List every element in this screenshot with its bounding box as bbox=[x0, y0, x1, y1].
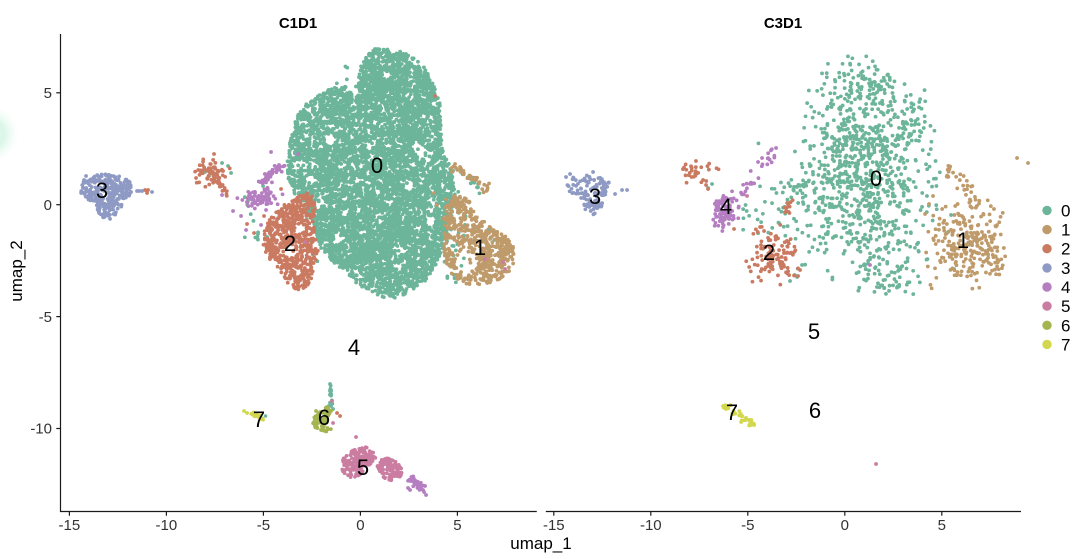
svg-text:6: 6 bbox=[809, 398, 821, 423]
svg-text:5: 5 bbox=[453, 517, 461, 534]
svg-text:4: 4 bbox=[348, 335, 360, 360]
svg-text:umap_2: umap_2 bbox=[7, 240, 26, 301]
svg-text:-10: -10 bbox=[156, 517, 178, 534]
svg-text:3: 3 bbox=[96, 178, 108, 203]
svg-text:4: 4 bbox=[720, 194, 732, 219]
svg-text:5: 5 bbox=[938, 517, 946, 534]
svg-text:7: 7 bbox=[1061, 335, 1070, 354]
svg-text:0: 0 bbox=[1061, 201, 1070, 220]
svg-text:5: 5 bbox=[44, 85, 52, 102]
svg-text:0: 0 bbox=[841, 517, 849, 534]
svg-text:3: 3 bbox=[589, 184, 601, 209]
svg-text:C1D1: C1D1 bbox=[279, 15, 317, 32]
svg-text:-5: -5 bbox=[39, 309, 52, 326]
svg-text:1: 1 bbox=[1061, 221, 1070, 240]
svg-text:-15: -15 bbox=[543, 517, 565, 534]
svg-text:0: 0 bbox=[356, 517, 364, 534]
svg-text:0: 0 bbox=[371, 153, 383, 178]
svg-text:2: 2 bbox=[284, 231, 296, 256]
svg-text:1: 1 bbox=[474, 235, 486, 260]
svg-text:-5: -5 bbox=[741, 517, 754, 534]
svg-text:7: 7 bbox=[253, 407, 265, 432]
svg-text:umap_1: umap_1 bbox=[510, 534, 571, 553]
svg-text:4: 4 bbox=[1061, 278, 1070, 297]
svg-text:5: 5 bbox=[808, 319, 820, 344]
svg-text:-15: -15 bbox=[59, 517, 81, 534]
svg-text:C3D1: C3D1 bbox=[764, 15, 802, 32]
svg-text:0: 0 bbox=[44, 197, 52, 214]
svg-text:3: 3 bbox=[1061, 259, 1070, 278]
svg-text:-10: -10 bbox=[640, 517, 662, 534]
svg-text:2: 2 bbox=[1061, 240, 1070, 259]
svg-text:1: 1 bbox=[957, 228, 969, 253]
svg-text:0: 0 bbox=[870, 166, 882, 191]
svg-text:-5: -5 bbox=[257, 517, 270, 534]
svg-text:-10: -10 bbox=[30, 421, 52, 438]
svg-text:2: 2 bbox=[763, 240, 775, 265]
svg-text:7: 7 bbox=[726, 400, 738, 425]
svg-text:6: 6 bbox=[1061, 316, 1070, 335]
svg-text:6: 6 bbox=[318, 405, 330, 430]
svg-text:5: 5 bbox=[1061, 297, 1070, 316]
svg-text:5: 5 bbox=[357, 455, 369, 480]
